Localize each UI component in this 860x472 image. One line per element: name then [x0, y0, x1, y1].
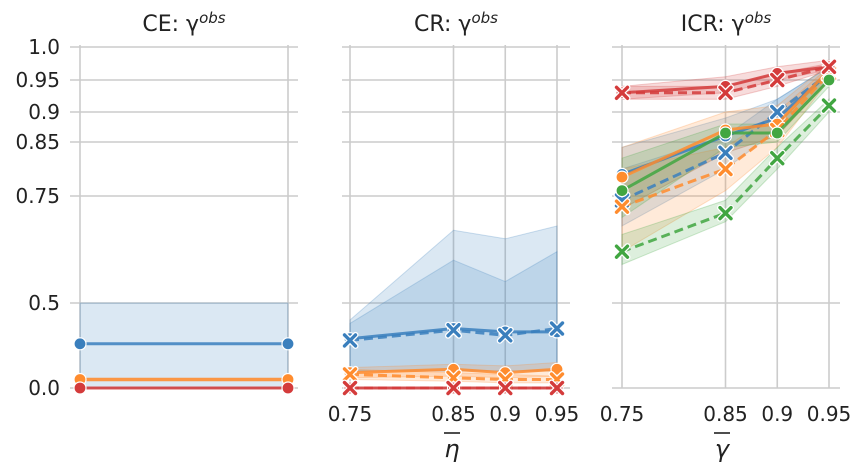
x-tick-label: 0.95	[535, 402, 580, 426]
data-point-circle	[281, 381, 295, 395]
data-point-x	[613, 84, 631, 102]
y-tick-label: 0.0	[28, 376, 60, 400]
series-blue-band	[79, 302, 289, 389]
series-orange-solid-line	[349, 367, 558, 375]
panel-ce: 0.0 0.5 0.75 0.85 0.9 0.95 1.0 CE: γobs	[15, 9, 298, 400]
y-tick-label: 1.0	[28, 35, 60, 59]
x-tick-label: 0.85	[703, 402, 748, 426]
data-point-circle	[73, 337, 87, 351]
data-point-x	[613, 243, 631, 261]
series-red-dashed-line	[622, 65, 830, 95]
panel-title: ICR: γobs	[681, 9, 772, 37]
y-tick-label: 0.95	[15, 68, 60, 92]
data-point-x	[496, 326, 514, 344]
panel-cr: 0.75 0.85 0.9 0.95 CR: γobs η	[328, 9, 580, 463]
panel-icr: 0.75 0.85 0.9 0.95 ICR: γobs γ	[600, 9, 852, 463]
data-point-x	[548, 379, 566, 397]
data-point-x	[445, 379, 462, 397]
series-green-dashed-line	[621, 104, 831, 254]
series-orange-solid-line	[621, 69, 831, 179]
y-tick-label: 0.5	[28, 291, 60, 315]
series-blue-band	[349, 250, 558, 372]
data-point-x	[717, 204, 734, 222]
x-tick-label: 0.75	[328, 402, 373, 426]
panel-title: CE: γobs	[142, 9, 225, 37]
x-tick-label: 0.85	[431, 402, 476, 426]
series-orange-dashed-line	[349, 372, 557, 381]
data-point-circle	[281, 337, 295, 351]
data-point-x	[445, 321, 462, 339]
y-tick-label: 0.9	[28, 100, 60, 124]
data-point-x	[717, 84, 734, 102]
data-point-x	[341, 331, 359, 349]
data-point-x	[820, 58, 838, 76]
y-tick-label: 0.75	[15, 184, 60, 208]
x-axis-label: η	[444, 435, 459, 463]
x-axis-label: γ	[715, 435, 731, 463]
panel-title: CR: γobs	[414, 9, 498, 37]
series-orange-dashed-line	[621, 72, 831, 209]
data-point-x	[820, 97, 838, 115]
data-point-circle	[615, 170, 629, 184]
data-point-circle	[770, 126, 784, 140]
series-green-solid-line	[621, 78, 831, 192]
data-point-x	[496, 379, 514, 397]
data-point-x	[717, 144, 734, 162]
series-green-band	[621, 98, 830, 266]
x-tick-label: 0.75	[600, 402, 645, 426]
data-point-circle	[718, 126, 733, 140]
data-point-circle	[615, 184, 629, 198]
data-point-x	[341, 365, 359, 383]
data-point-x	[717, 160, 734, 178]
data-point-circle	[822, 73, 836, 87]
data-point-circle	[73, 381, 87, 395]
data-point-x	[768, 103, 786, 121]
series-blue-dashed-line	[349, 327, 558, 342]
data-point-x	[341, 379, 359, 397]
x-tick-label: 0.9	[489, 402, 521, 426]
data-point-x	[613, 198, 631, 216]
series-red-solid-line	[621, 65, 830, 95]
data-point-x	[548, 320, 566, 337]
y-tick-label: 0.85	[15, 130, 60, 154]
data-point-x	[768, 71, 786, 89]
x-tick-label: 0.95	[807, 402, 852, 426]
x-tick-label: 0.9	[761, 402, 793, 426]
data-point-x	[768, 149, 786, 167]
